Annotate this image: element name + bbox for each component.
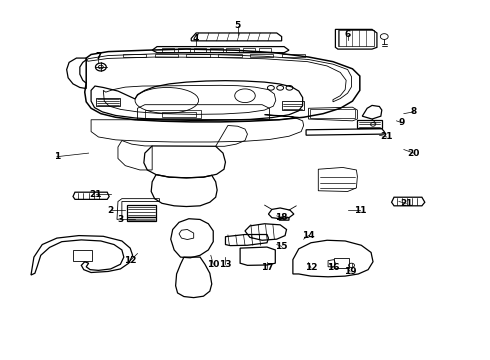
Bar [73,250,92,261]
Text: 18: 18 [275,213,288,222]
Text: 21: 21 [400,199,413,208]
Text: 21: 21 [380,132,393,141]
Bar [155,54,178,57]
Bar [259,48,271,52]
Bar [210,48,222,52]
Text: 19: 19 [344,267,356,276]
Text: 5: 5 [235,21,241,30]
Text: 1: 1 [54,152,60,161]
Text: 7: 7 [95,52,101,61]
Text: 4: 4 [193,34,199,43]
Bar [123,54,147,57]
Text: 17: 17 [261,264,273,273]
Bar [250,54,273,57]
Bar [226,48,239,52]
Bar [145,110,201,118]
Bar [194,48,206,52]
Text: 12: 12 [124,256,136,265]
Bar [162,112,196,117]
Bar [282,54,305,57]
Text: 11: 11 [354,206,366,215]
Text: 10: 10 [207,260,220,269]
Bar [186,54,210,57]
Text: 9: 9 [398,118,405,127]
Bar [334,258,348,268]
Text: 3: 3 [117,215,123,224]
Text: 20: 20 [407,149,420,158]
Bar [243,48,255,52]
Text: 14: 14 [302,231,315,240]
Text: 13: 13 [219,260,232,269]
Bar [218,54,242,57]
Text: 2: 2 [107,206,114,215]
Bar [178,48,190,52]
Bar [162,48,174,52]
Text: 6: 6 [344,30,351,39]
Text: 8: 8 [411,107,416,116]
Text: 12: 12 [305,264,317,273]
Text: 16: 16 [327,264,339,273]
Text: 21: 21 [90,190,102,199]
Bar [310,109,355,118]
Bar [338,31,374,46]
Text: 15: 15 [275,242,288,251]
